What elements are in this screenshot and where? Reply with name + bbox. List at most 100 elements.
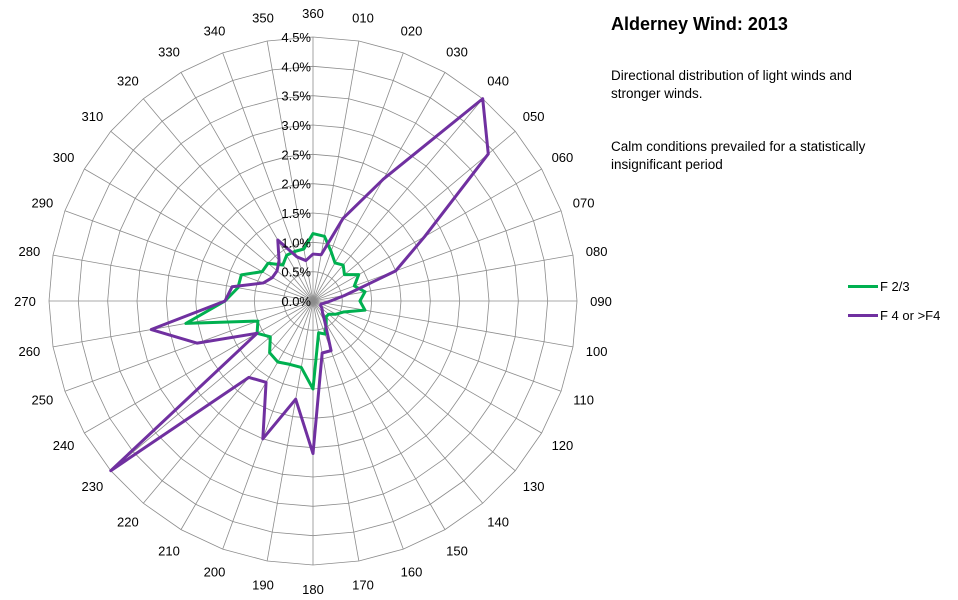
series-1-point-350	[304, 259, 308, 262]
series-1-point-330	[276, 238, 279, 242]
direction-label-090: 090	[590, 294, 612, 309]
series-0-point-260	[184, 322, 188, 325]
direction-label-200: 200	[204, 565, 226, 580]
series-0-point-120	[334, 313, 338, 316]
series-0-point-060	[357, 273, 360, 276]
series-1-point-290	[262, 281, 265, 285]
radial-tick-label: 0.5%	[281, 265, 311, 280]
direction-label-320: 320	[117, 73, 139, 88]
series-0-point-210	[276, 360, 279, 364]
series-0-point-230	[269, 335, 272, 339]
series-0-point-220	[268, 351, 271, 354]
radial-tick-label: 0.0%	[281, 294, 311, 309]
series-1-point-270	[223, 299, 227, 303]
grid-spoke-210	[180, 300, 314, 530]
series-1-point-040	[481, 97, 484, 100]
grid-spoke-040	[312, 98, 484, 302]
series-1-point-230	[109, 469, 112, 472]
grid-spoke-080	[312, 254, 574, 302]
series-1-point-250	[196, 341, 199, 345]
grid-spoke-050	[312, 130, 516, 302]
series-1-point-260	[150, 328, 153, 331]
direction-label-150: 150	[446, 543, 468, 558]
radar-series	[109, 97, 490, 473]
direction-label-190: 190	[252, 578, 274, 593]
legend-item-f4: F 4 or >F4	[848, 307, 940, 323]
grid-spoke-130	[312, 300, 516, 472]
radial-tick-label: 2.5%	[281, 147, 311, 162]
series-1-point-140	[321, 311, 324, 314]
direction-label-220: 220	[117, 515, 139, 530]
series-1-point-080	[343, 294, 346, 297]
grid-spoke-330	[180, 72, 314, 302]
series-1-point-280	[230, 285, 234, 288]
series-1-point-100	[323, 301, 326, 305]
grid-spoke-140	[312, 300, 484, 504]
series-1-point-050	[487, 152, 490, 156]
series-0-point-030	[333, 261, 337, 265]
radial-tick-label: 1.0%	[281, 235, 311, 250]
series-0-point-350	[302, 247, 306, 251]
direction-label-170: 170	[352, 578, 374, 593]
direction-label-340: 340	[204, 23, 226, 38]
series-0-point-140	[324, 315, 328, 318]
direction-label-330: 330	[158, 45, 180, 60]
direction-label-120: 120	[552, 438, 574, 453]
series-1-point-200	[261, 437, 265, 441]
grid-spoke-290	[64, 210, 314, 302]
direction-label-360: 360	[302, 6, 324, 21]
direction-label-040: 040	[487, 73, 509, 88]
grid-spoke-220	[142, 300, 314, 504]
legend-swatch-f4	[848, 313, 878, 317]
series-1-point-010	[319, 253, 323, 256]
series-0-point-340	[293, 250, 297, 253]
series-1-point-190	[294, 398, 297, 401]
series-0-point-020	[329, 250, 333, 253]
chart-note-distribution: Directional distribution of light winds …	[611, 68, 852, 101]
series-0-point-170	[317, 331, 320, 334]
series-1-point-170	[320, 351, 324, 355]
series-0-point-040	[341, 263, 345, 267]
series-0-point-010	[323, 235, 326, 238]
direction-label-100: 100	[586, 344, 608, 359]
grid-spoke-250	[64, 300, 314, 392]
series-1-point-360	[311, 252, 315, 256]
direction-label-350: 350	[252, 10, 274, 25]
series-1-point-240	[255, 332, 259, 335]
direction-label-290: 290	[32, 195, 54, 210]
radial-tick-label: 3.0%	[281, 118, 311, 133]
series-1-point-070	[394, 269, 397, 273]
series-1-point-310	[275, 269, 279, 273]
direction-label-230: 230	[82, 479, 104, 494]
direction-label-210: 210	[158, 543, 180, 558]
series-1-point-180	[311, 452, 315, 455]
grid-spoke-240	[84, 300, 314, 434]
grid-spoke-010	[312, 40, 360, 302]
series-0-point-070	[353, 284, 356, 288]
direction-label-140: 140	[487, 515, 509, 530]
series-0-point-190	[300, 366, 303, 369]
direction-label-280: 280	[19, 244, 41, 259]
direction-label-300: 300	[53, 150, 75, 165]
direction-label-310: 310	[82, 109, 104, 124]
series-0-point-100	[363, 308, 367, 312]
grid-spoke-260	[52, 300, 314, 348]
grid-spoke-020	[312, 52, 404, 302]
radial-tick-label: 4.0%	[281, 59, 311, 74]
series-1-point-020	[341, 217, 345, 220]
grid-spoke-100	[312, 300, 574, 348]
grid-spoke-230	[110, 300, 314, 472]
series-0-point-050	[343, 273, 346, 276]
radar-grid	[48, 36, 578, 566]
direction-label-020: 020	[401, 23, 423, 38]
radial-tick-label: 3.5%	[281, 89, 311, 104]
direction-label-070: 070	[573, 195, 595, 210]
chart-title: Alderney Wind: 2013	[611, 14, 788, 34]
series-1-point-220	[247, 376, 251, 379]
direction-label-010: 010	[352, 10, 374, 25]
series-1-point-060	[423, 235, 426, 238]
series-0-point-320	[281, 263, 285, 267]
series-0-point-360	[311, 232, 315, 235]
series-0-point-330	[285, 254, 288, 257]
direction-label-240: 240	[53, 438, 75, 453]
